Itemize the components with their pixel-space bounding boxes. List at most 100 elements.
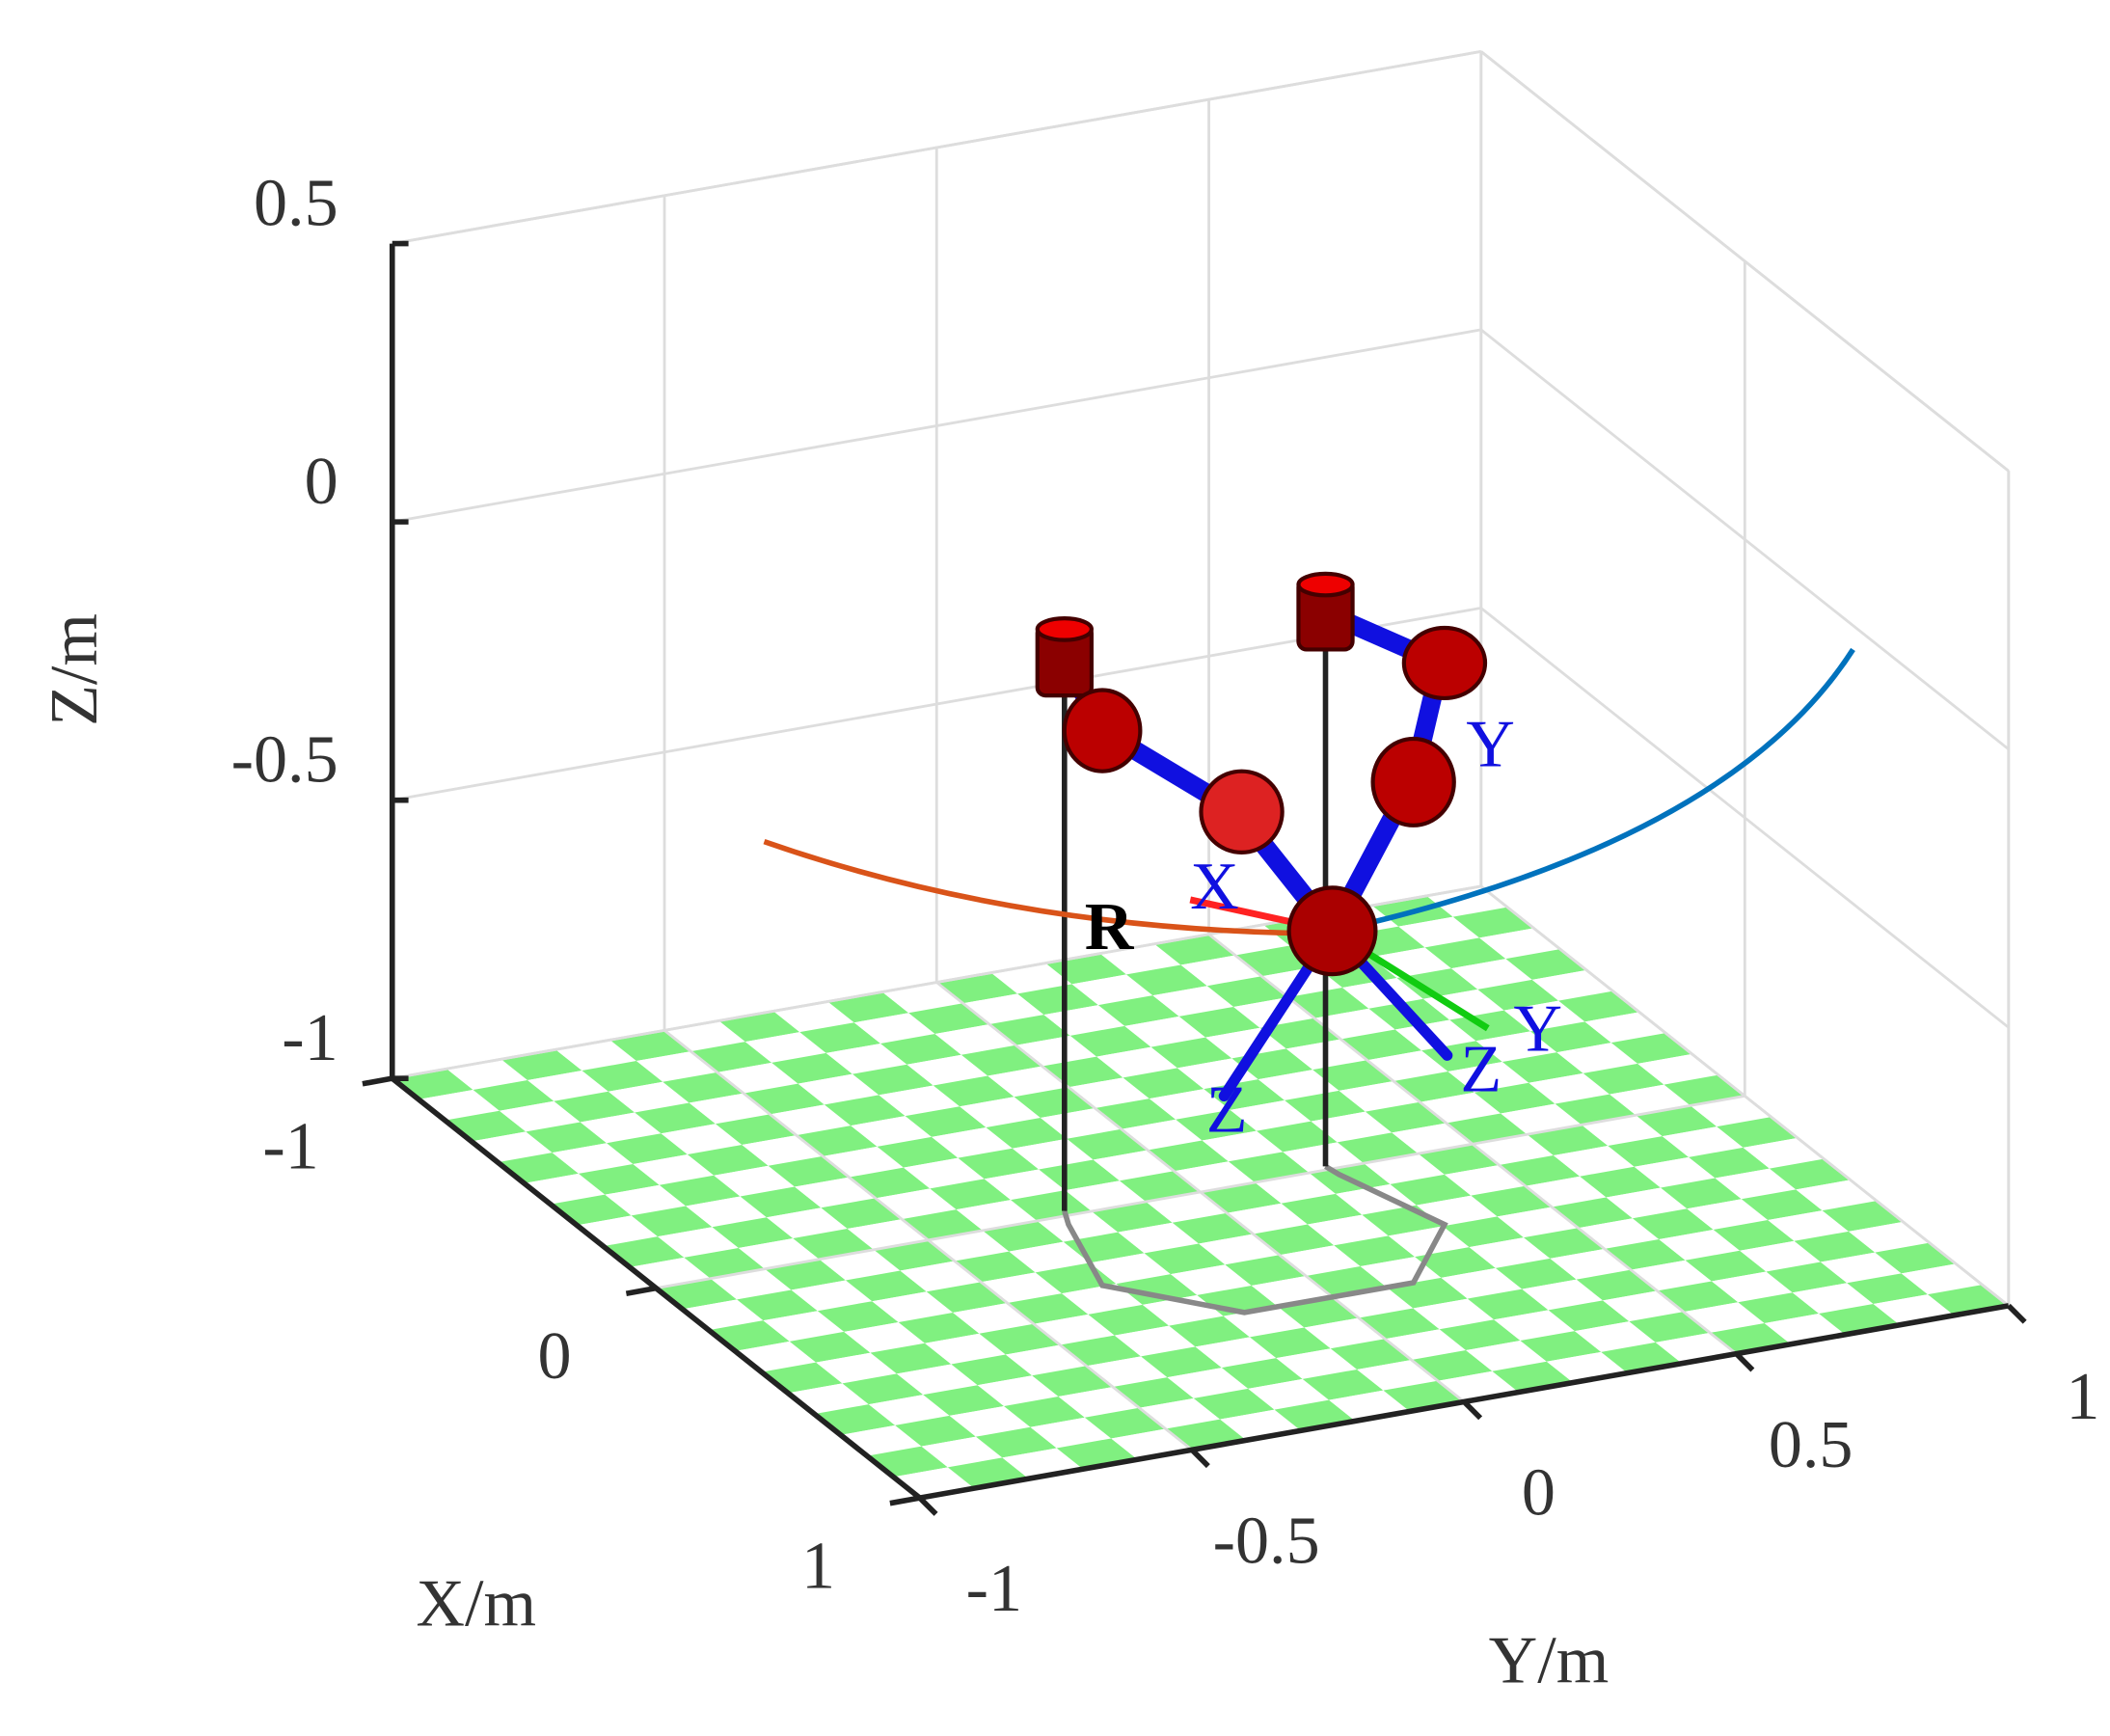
floor-tile: [1494, 1310, 1575, 1342]
floor-tile: [1411, 1350, 1493, 1381]
floor-tile: [900, 1261, 982, 1292]
floor-tile: [825, 1043, 907, 1074]
checker-floor: [392, 885, 2009, 1499]
robot: [763, 571, 1855, 1316]
floor-tile: [795, 1177, 876, 1208]
floor-tile: [1413, 1298, 1495, 1330]
floor-tile: [1015, 1035, 1097, 1067]
floor-tile: [844, 1321, 926, 1353]
floor-tile: [1531, 969, 1613, 1001]
grid-line: [655, 1095, 1745, 1290]
floor-tile: [1769, 1158, 1851, 1190]
floor-tile: [1527, 1125, 1609, 1155]
floor-tile: [1555, 1094, 1637, 1126]
floor-tile: [1530, 1021, 1611, 1053]
floor-tile: [1150, 1037, 1232, 1069]
floor-tile: [902, 1209, 983, 1240]
floor-tile: [661, 1124, 743, 1155]
floor-tile: [868, 1395, 950, 1425]
floor-tile: [717, 1062, 798, 1094]
floor-path: [1062, 1163, 1448, 1316]
floor-tile: [687, 1145, 769, 1176]
floor-tile: [1520, 1331, 1602, 1362]
floor-tile: [1501, 1052, 1583, 1083]
floor-tile: [988, 1015, 1070, 1045]
floor-tile: [1632, 1208, 1714, 1239]
x-axis-label: X/m: [416, 1567, 536, 1641]
floor-tile: [1228, 1152, 1310, 1183]
floor-tile: [987, 1066, 1069, 1098]
floor-tile: [1121, 1119, 1203, 1151]
floor-tile: [874, 1239, 955, 1271]
box-edge: [1479, 50, 2010, 473]
floor-tile: [1012, 1138, 1094, 1170]
floor-tile: [1768, 1210, 1849, 1241]
floor-tile: [1366, 1050, 1448, 1081]
floor-tile: [1631, 1260, 1712, 1291]
floor-tile: [1847, 1273, 1929, 1305]
floor-tile: [1302, 1369, 1384, 1400]
floor-tile: [1307, 1214, 1389, 1246]
floor-tile: [930, 1179, 1012, 1210]
floor-tile: [1099, 943, 1181, 975]
floor-tile: [789, 1331, 871, 1363]
floor-tile: [580, 1112, 662, 1144]
floor-tile: [1634, 1156, 1716, 1188]
floor-tile: [1475, 1031, 1557, 1063]
floor-tile: [768, 1155, 850, 1187]
y-tick-label: 1: [2066, 1360, 2099, 1434]
z-tick-label: 0.5: [254, 167, 338, 241]
floor-tile: [1388, 1226, 1470, 1258]
floor-tile: [853, 1013, 935, 1044]
annotation: Z: [1460, 1032, 1501, 1106]
x-tick-label: 1: [801, 1529, 835, 1603]
floor-tile: [1574, 1321, 1656, 1352]
floor-tile: [1040, 1108, 1122, 1139]
floor-tile: [737, 1289, 818, 1321]
floor-tile: [663, 1071, 744, 1103]
floor-tile: [872, 1291, 954, 1322]
floor-tile: [895, 1415, 976, 1447]
floor-tile: [1169, 1316, 1250, 1347]
floor-tile: [771, 1052, 852, 1084]
floor-tile: [1069, 1077, 1150, 1109]
floor-tile: [744, 1083, 825, 1115]
floor-tile: [1339, 1080, 1420, 1112]
floor-tile: [1180, 955, 1262, 987]
floor-tile: [657, 1227, 739, 1258]
floor-tile: [1715, 1168, 1797, 1200]
floor-tile: [1603, 1290, 1684, 1322]
floor-tile: [849, 1167, 931, 1199]
floor-tile: [1097, 995, 1179, 1026]
trajectory: [763, 838, 1339, 936]
floor-tile: [526, 1122, 608, 1153]
floor-tile: [1901, 1263, 1983, 1295]
floor-tile: [905, 1106, 987, 1137]
floor-tile: [842, 1373, 924, 1405]
floor-tile: [1030, 1417, 1112, 1449]
floor-tile: [960, 1097, 1041, 1127]
floor-tile: [607, 1133, 688, 1164]
floor-tile: [1848, 1221, 1930, 1253]
floor-tile: [1610, 1084, 1691, 1116]
floor-tile: [446, 1059, 528, 1090]
floor-tile: [936, 972, 1018, 1004]
floor-tile: [799, 1022, 881, 1053]
floor-tile: [1528, 1072, 1610, 1104]
floor-tile: [1281, 1193, 1363, 1225]
floor-tile: [1005, 1344, 1087, 1376]
floor-tile: [1017, 984, 1098, 1016]
floor-tile: [1069, 1025, 1151, 1057]
floor-tile: [932, 1126, 1013, 1158]
floor-tile: [1221, 1358, 1303, 1389]
floor-tile: [1444, 1164, 1526, 1196]
floor-tile: [1067, 1128, 1149, 1160]
floor-tile: [686, 1196, 767, 1228]
floor-tile: [1334, 1235, 1416, 1267]
floor-tile: [690, 1042, 772, 1072]
floor-tile: [712, 1217, 794, 1248]
tick-mark: [889, 1495, 921, 1506]
floor-tile: [1039, 1159, 1120, 1191]
floor-tile: [1660, 1178, 1742, 1209]
floor-tile: [1396, 968, 1478, 999]
